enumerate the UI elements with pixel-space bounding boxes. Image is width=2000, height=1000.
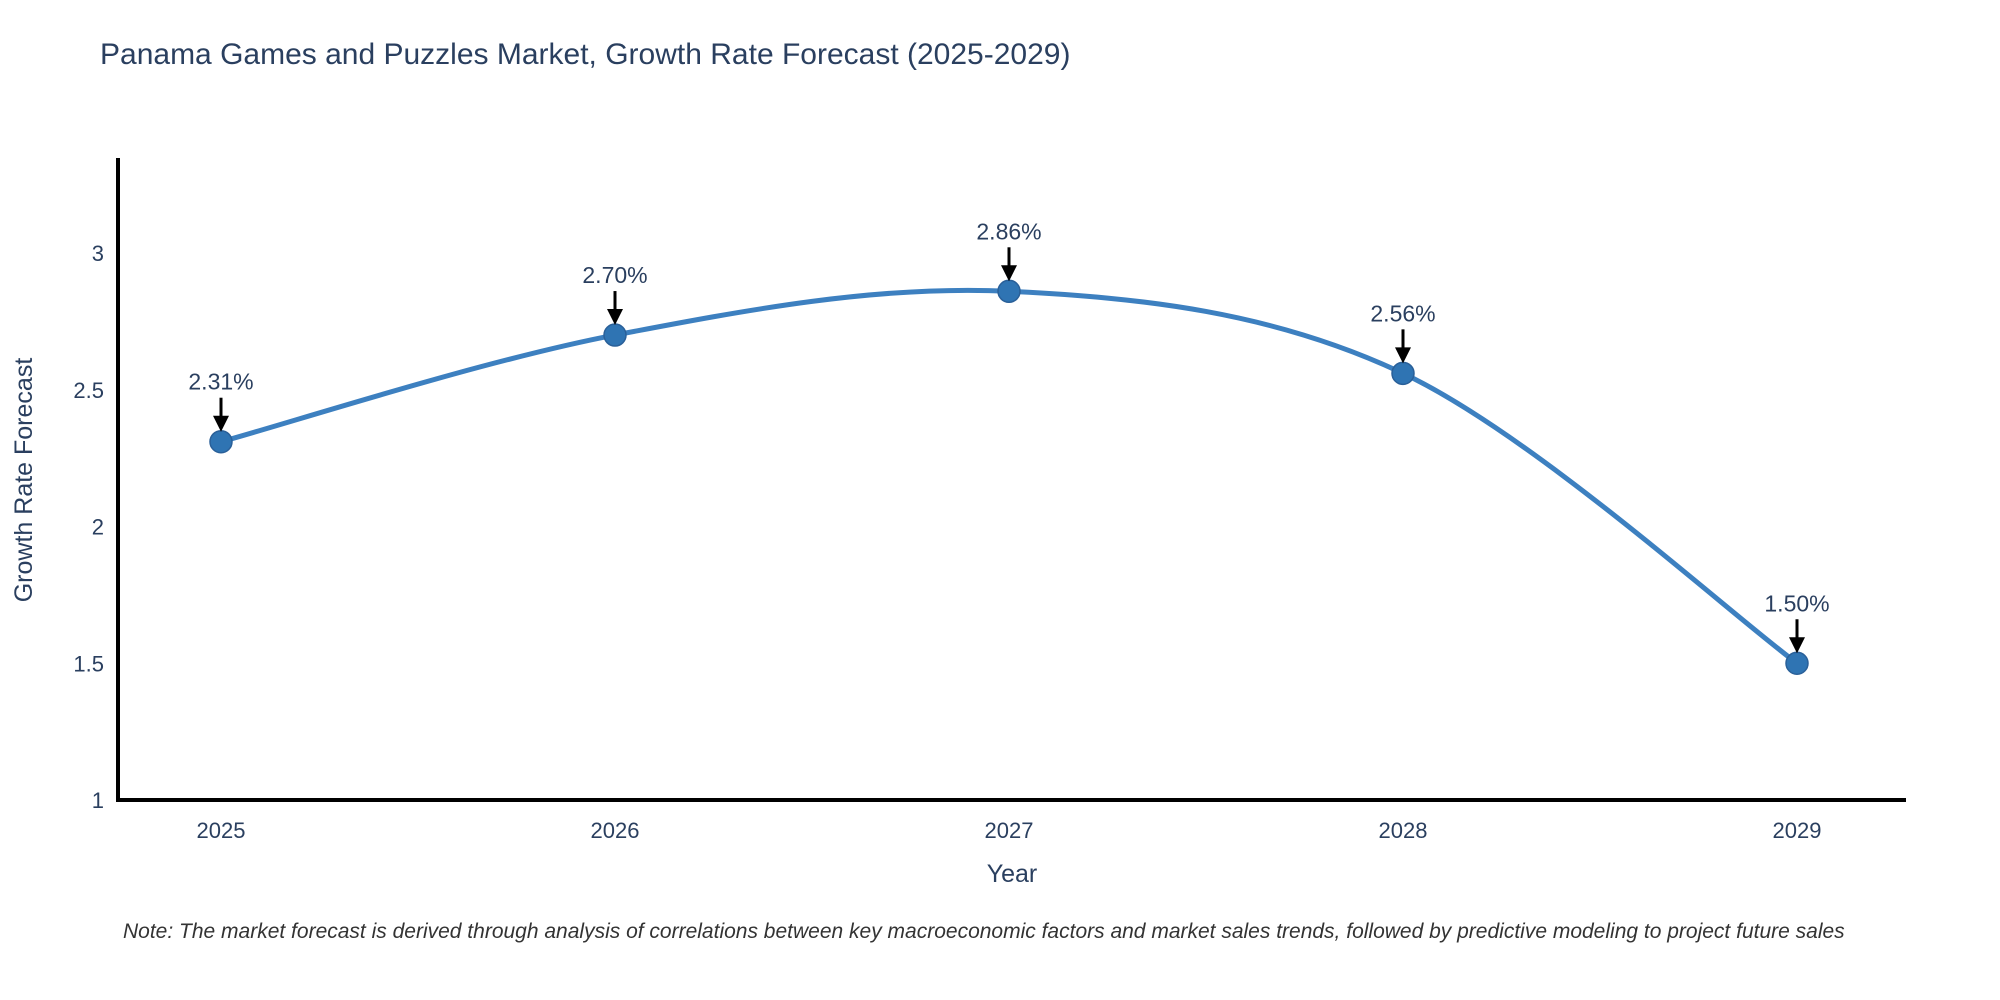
x-tick-label: 2027 [985,818,1034,843]
x-tick-label: 2025 [197,818,246,843]
annotation-arrowhead-icon [607,309,623,326]
data-point-label: 2.70% [582,262,647,288]
data-point-marker [1785,651,1809,675]
annotation-arrowhead-icon [1789,637,1805,654]
data-point-marker [209,429,233,454]
data-point-label: 2.31% [188,369,253,395]
y-axis-title: Growth Rate Forecast [10,358,38,603]
x-tick-label: 2028 [1379,818,1428,843]
data-point-marker [997,279,1021,304]
y-tick-label: 2.5 [73,378,104,403]
plot-generated-layer: 1 1.5 2 2.5 3 2025 2026 2027 2028 2029 2.31% 2.70% 2… [73,158,1906,843]
y-tick-label: 2 [92,515,104,540]
annotation-arrowhead-icon [1001,265,1017,282]
y-tick-label: 3 [92,241,104,266]
x-axis-title: Year [987,860,1038,888]
footnote-text: Note: The market forecast is derived thr… [123,920,1845,943]
y-tick-label: 1.5 [73,651,104,676]
chart-title: Panama Games and Puzzles Market, Growth … [100,38,1071,71]
data-point-label: 1.50% [1764,590,1829,616]
data-point-marker [1391,361,1415,386]
y-tick-label: 1 [92,788,104,813]
x-tick-label: 2029 [1773,818,1822,843]
data-point-label: 2.56% [1370,300,1435,326]
annotation-arrowhead-icon [213,415,229,432]
data-point-label: 2.86% [976,218,1041,244]
x-tick-label: 2026 [591,818,640,843]
forecast-line [218,287,1800,666]
data-point-marker [603,323,627,347]
annotation-arrowhead-icon [1395,347,1411,364]
